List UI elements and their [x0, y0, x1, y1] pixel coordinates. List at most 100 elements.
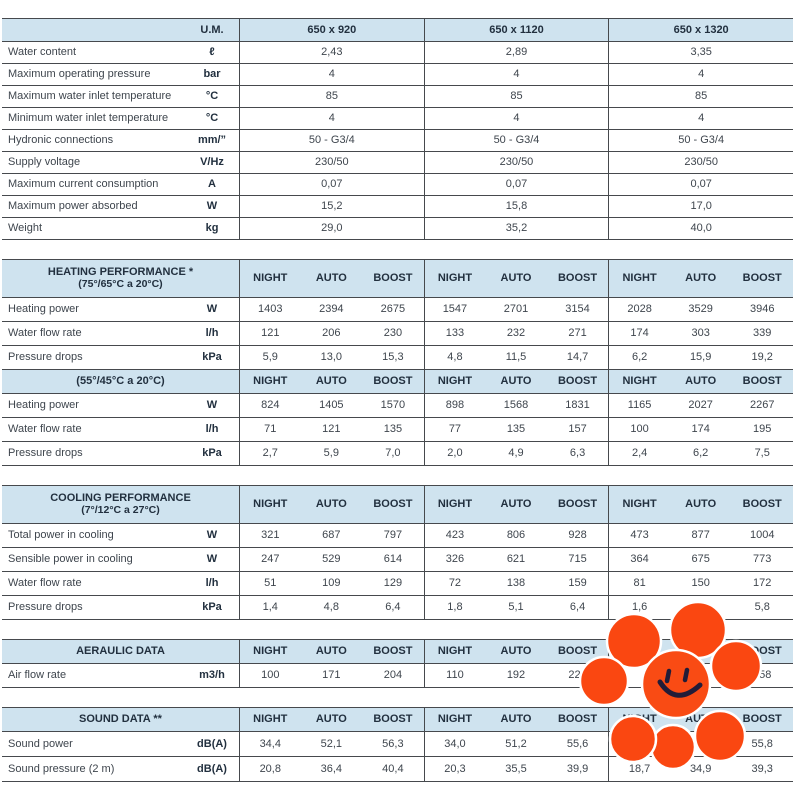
spec-row-label: Total power in cooling: [8, 529, 114, 542]
spec-value: 109: [322, 577, 341, 590]
spec-row-unit: W: [206, 529, 218, 542]
spec-row-unit: kPa: [202, 351, 222, 364]
spec-value: 15,3: [382, 351, 404, 364]
spec-row-label: Water flow rate: [8, 423, 82, 436]
mode-header: NIGHT: [423, 370, 486, 393]
spec-row-label: Sound power: [8, 737, 73, 750]
spec-value: 2,7: [239, 442, 301, 465]
spec-value: 206: [322, 327, 341, 340]
performance-section: (55°/45°C a 20°C) NIGHT AUTO BOOST NIGHT AUTO…: [2, 370, 793, 466]
mode-header: NIGHT: [423, 486, 486, 523]
spec-value: 34,4: [239, 732, 301, 756]
spec-value: 4: [423, 64, 609, 85]
mode-header: BOOST: [373, 645, 413, 658]
spec-value: 6,3: [569, 447, 586, 460]
spec-value: 232: [506, 327, 526, 340]
spec-value: 71: [239, 418, 301, 441]
model-header: 650 x 1320: [608, 19, 793, 41]
mode-header: BOOST: [557, 713, 598, 726]
spec-row-label: Maximum water inlet temperature: [8, 90, 172, 103]
mode-header: AUTO: [500, 375, 532, 388]
table-row: Hydronic connections mm/” 50 - G3/4 50 - G3…: [2, 130, 793, 152]
spec-value: 529: [322, 553, 341, 566]
spec-value: 1,4: [239, 596, 301, 619]
spec-value: 6,2: [608, 346, 670, 369]
mode-header: NIGHT: [608, 486, 670, 523]
spec-value: 15,8: [423, 196, 609, 217]
spec-value: 55,6: [566, 737, 589, 750]
section-title: AERAULIC DATA: [2, 640, 239, 663]
spec-value: 230: [383, 327, 403, 340]
spec-row-unit: l/h: [205, 423, 219, 436]
spec-value: 3,35: [608, 42, 793, 63]
spec-value: 50 - G3/4: [239, 130, 424, 151]
spec-value: 3529: [688, 303, 713, 316]
spec-value: 40,4: [382, 762, 404, 775]
spec-value: 29,0: [239, 218, 424, 239]
spec-row-unit: W: [206, 399, 218, 412]
general-header-row: U.M. 650 x 920 650 x 1120 650 x 1320: [2, 19, 793, 42]
spec-value: 230/50: [423, 152, 609, 173]
spec-value: 0,07: [239, 174, 424, 195]
table-row: Water content ℓ 2,43 2,89 3,35: [2, 42, 793, 64]
spec-value: 1568: [503, 399, 529, 412]
spec-row-label: Heating power: [8, 399, 79, 412]
spec-value: 3946: [749, 303, 775, 316]
spec-value: 0,07: [608, 174, 793, 195]
mode-header: NIGHT: [239, 708, 301, 731]
mode-header: NIGHT: [608, 260, 670, 297]
spec-value: 85: [608, 86, 793, 107]
section-title-line2: (75°/65°C a 20°C): [78, 278, 163, 291]
spec-value: 1403: [239, 298, 301, 321]
spec-value: 2675: [380, 303, 406, 316]
spec-value: 15,9: [689, 351, 712, 364]
spec-value: 423: [423, 524, 486, 547]
spec-value: 35,2: [423, 218, 609, 239]
spec-value: 1165: [608, 394, 670, 417]
section-title: COOLING PERFORMANCE (7°/12°C a 27°C): [2, 486, 239, 523]
spec-value: 50 - G3/4: [608, 130, 793, 151]
spec-value: 15,2: [239, 196, 424, 217]
spec-value: 157: [568, 423, 587, 436]
spec-value: 18,7: [608, 757, 670, 781]
mode-header: BOOST: [557, 272, 598, 285]
spec-row-label: Maximum operating pressure: [8, 68, 151, 81]
table-row: Maximum operating pressure bar 4 4 4: [2, 64, 793, 86]
mode-header: AUTO: [685, 375, 717, 388]
spec-value: 2,89: [423, 42, 609, 63]
mode-header: NIGHT: [239, 640, 301, 663]
spec-value: 321: [239, 524, 301, 547]
section-title-line1: (55°/45°C a 20°C): [76, 375, 165, 388]
table-row: Pressure drops kPa 2,7 5,9 7,0 2,0 4,9 6,3 2,4 6,…: [2, 442, 793, 466]
spec-value: 271: [568, 327, 587, 340]
spec-value: 51: [239, 572, 301, 595]
spec-value: 5,1: [508, 601, 524, 614]
spec-value: 133: [423, 322, 486, 345]
performance-section: COOLING PERFORMANCE (7°/12°C a 27°C) NIGHT…: [2, 485, 793, 620]
performance-section: HEATING PERFORMANCE * (75°/65°C a 20°C) NI…: [2, 259, 793, 370]
spec-value: 77: [423, 418, 486, 441]
spec-row-label: Sound pressure (2 m): [8, 762, 115, 775]
spec-value: 135: [506, 423, 526, 436]
spec-value: 928: [568, 529, 587, 542]
spec-value: 473: [608, 524, 670, 547]
mode-header: AUTO: [315, 713, 347, 726]
spec-value: 50 - G3/4: [423, 130, 609, 151]
section-title: HEATING PERFORMANCE * (75°/65°C a 20°C): [2, 260, 239, 297]
spec-row-label: Hydronic connections: [8, 134, 114, 147]
spec-value: 19,2: [751, 351, 773, 364]
spec-value: 52,1: [320, 737, 343, 750]
table-row: Sensible power in cooling W 247 529 614 326 62…: [2, 548, 793, 572]
spec-row-unit: bar: [203, 68, 221, 81]
spec-value: 339: [753, 327, 772, 340]
mode-header: NIGHT: [423, 708, 486, 731]
mode-header: AUTO: [500, 713, 532, 726]
spec-value: 4: [608, 108, 793, 129]
table-row: Water flow rate l/h 51 109 129 72 138 159 81 150 1…: [2, 572, 793, 596]
spec-row-unit: W: [206, 553, 218, 566]
mode-header: BOOST: [742, 713, 782, 726]
spec-value: 100: [239, 664, 301, 687]
spec-value: 2,4: [608, 442, 670, 465]
um-header: U.M.: [200, 23, 224, 36]
spec-value: 138: [506, 577, 526, 590]
